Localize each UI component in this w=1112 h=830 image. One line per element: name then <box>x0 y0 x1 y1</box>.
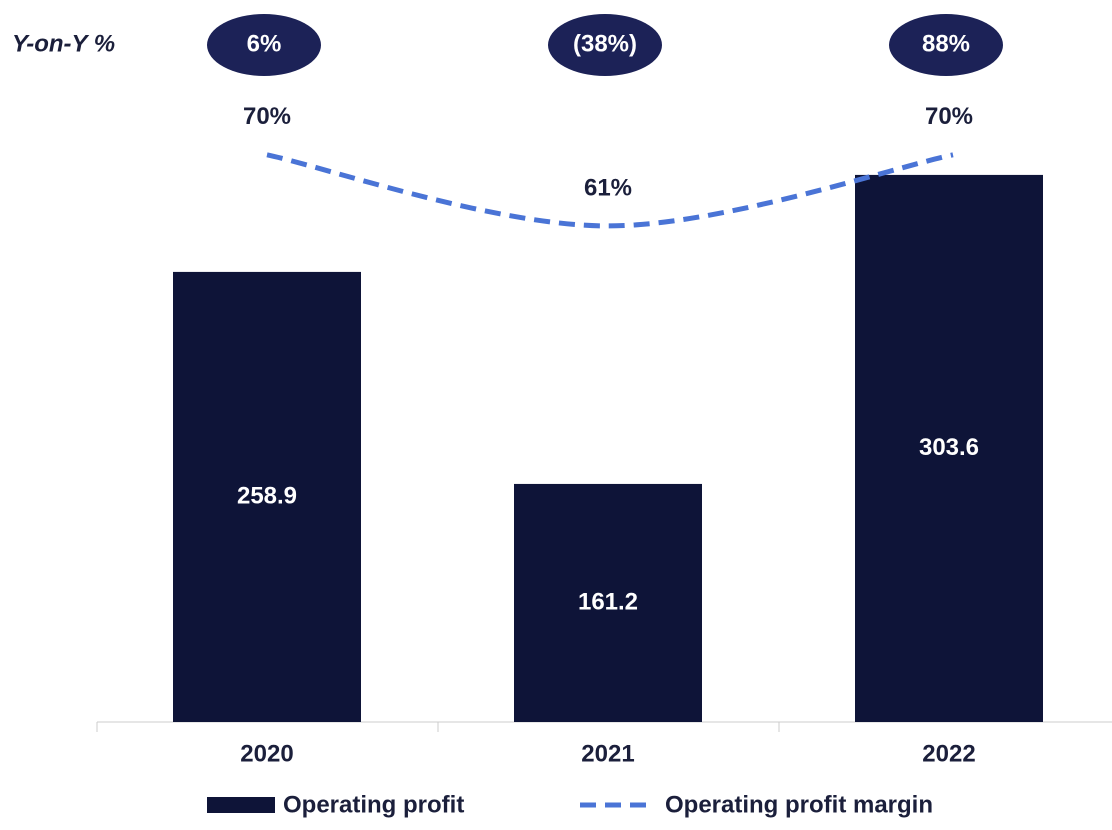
legend-swatch <box>207 797 275 813</box>
line-value-label: 70% <box>925 103 973 130</box>
x-tick-label: 2022 <box>922 740 975 767</box>
x-tick-label: 2021 <box>581 740 634 767</box>
bar-value-label: 258.9 <box>237 482 297 509</box>
bar <box>173 271 361 722</box>
legend-label: Operating profit margin <box>665 791 933 818</box>
yoy-value-label: 88% <box>922 30 970 57</box>
yoy-bubble <box>889 14 1003 76</box>
legend-label: Operating profit <box>283 791 464 818</box>
line-value-label: 61% <box>584 174 632 201</box>
bar-value-label: 161.2 <box>578 588 638 615</box>
x-tick-label: 2020 <box>240 740 293 767</box>
bar <box>514 483 702 722</box>
yoy-value-label: (38%) <box>573 30 637 57</box>
yoy-label: Y-on-Y % <box>12 30 115 57</box>
yoy-bubble <box>548 14 662 76</box>
margin-line <box>266 152 954 229</box>
bar <box>855 174 1043 722</box>
bar-value-label: 303.6 <box>919 434 979 461</box>
yoy-bubble <box>207 14 321 76</box>
yoy-value-label: 6% <box>247 30 282 57</box>
line-value-label: 70% <box>243 103 291 130</box>
